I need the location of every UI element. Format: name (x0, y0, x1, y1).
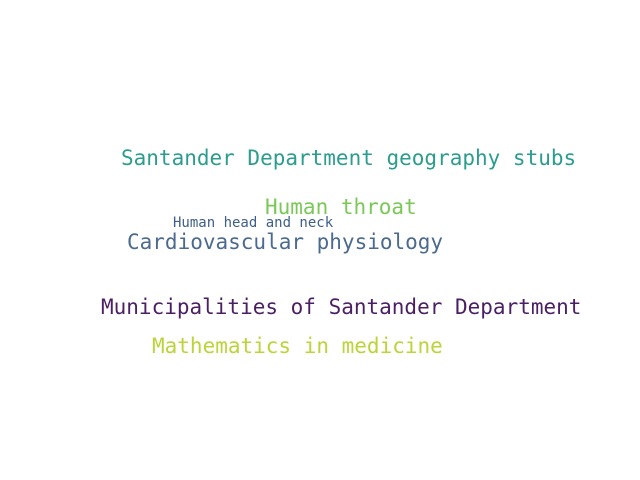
word-human-head-and-neck: Human head and neck (173, 215, 334, 231)
word-mathematics-in-medicine: Mathematics in medicine (152, 334, 443, 358)
word-human-throat: Human throat (265, 195, 417, 219)
word-cardiovascular-physiology: Cardiovascular physiology (127, 230, 444, 254)
word-municipalities-santander: Municipalities of Santander Department (101, 295, 582, 319)
word-santander-geography-stubs: Santander Department geography stubs (121, 146, 577, 170)
